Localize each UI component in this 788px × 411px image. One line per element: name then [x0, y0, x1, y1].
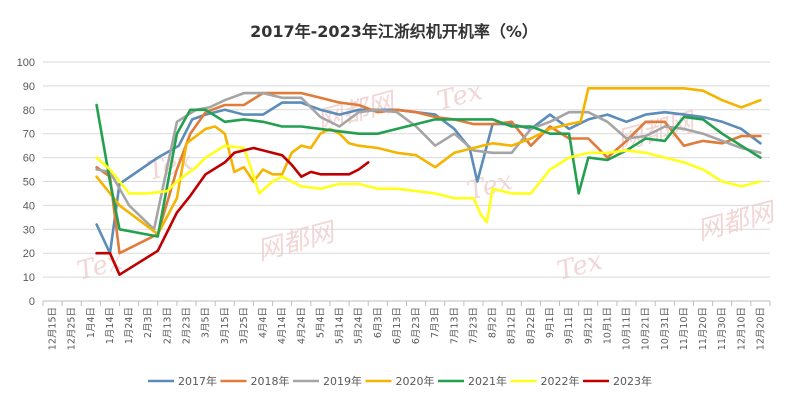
x-tick-label: 10月21日 — [641, 307, 652, 350]
x-tick-label: 10月11日 — [622, 307, 633, 350]
y-tick-label: 20 — [23, 248, 35, 260]
x-tick-label: 9月21日 — [583, 307, 594, 344]
legend-label: 2017年 — [178, 374, 217, 388]
x-tick-label: 9月1日 — [545, 307, 556, 338]
y-tick-label: 30 — [23, 224, 35, 236]
x-tick-label: 7月3日 — [430, 307, 441, 338]
series-line-2021年 — [95, 103, 762, 238]
x-tick-label: 7月13日 — [449, 307, 460, 344]
x-tick-label: 4月24日 — [296, 307, 307, 344]
x-tick-label: 2月13日 — [162, 307, 173, 344]
series-lines — [95, 87, 762, 277]
y-tick-label: 70 — [23, 129, 35, 141]
x-tick-label: 5月14日 — [335, 307, 346, 344]
y-axis: 0 10 20 30 40 50 60 70 80 90 100 — [17, 57, 35, 308]
watermark-logo: 网都网 — [694, 197, 780, 247]
series-line-2023年 — [95, 146, 370, 277]
x-tick-label: 8月12日 — [507, 307, 518, 344]
x-tick-label: 10月1日 — [602, 307, 613, 344]
x-tick-label: 12月20日 — [755, 307, 766, 350]
legend-label: 2023年 — [613, 374, 652, 388]
x-axis: 12月15日 12月25日 1月4日 1月14日 1月24日 2月3日 2月13日 2月23日… — [42, 300, 771, 350]
series-line-2020年 — [95, 87, 762, 236]
y-tick-label: 50 — [23, 177, 35, 189]
x-tick-label: 5月4日 — [315, 307, 326, 338]
x-tick-label: 1月24日 — [124, 307, 135, 344]
x-tick-label: 11月10日 — [679, 307, 690, 350]
x-tick-label: 3月25日 — [239, 307, 250, 344]
x-tick-label: 6月23日 — [411, 307, 422, 344]
x-tick-label: 4月4日 — [258, 307, 269, 338]
y-tick-label: 10 — [23, 272, 35, 284]
gridlines — [43, 61, 770, 302]
x-tick-label: 12月25日 — [67, 307, 78, 350]
x-tick-label: 12月10日 — [736, 307, 747, 350]
x-tick-label: 11月30日 — [717, 307, 728, 350]
legend-label: 2022年 — [541, 374, 580, 388]
legend-label: 2021年 — [468, 374, 507, 388]
y-tick-label: 0 — [29, 296, 35, 308]
x-tick-label: 11月20日 — [698, 307, 709, 350]
watermark-logo: 网都网 — [254, 217, 340, 267]
watermark-logo: Tex — [434, 76, 486, 117]
chart-title: 2017年-2023年江浙织机开机率（%） — [250, 22, 538, 41]
legend-label: 2019年 — [323, 374, 362, 388]
y-tick-label: 40 — [23, 200, 35, 212]
series-line-2019年 — [95, 91, 762, 231]
watermark-logo: Tex — [554, 246, 606, 287]
x-tick-label: 9月11日 — [564, 307, 575, 344]
x-tick-label: 7月23日 — [468, 307, 479, 344]
x-tick-label: 6月13日 — [392, 307, 403, 344]
x-tick-label: 8月22日 — [526, 307, 537, 344]
series-line-2017年 — [95, 101, 762, 255]
x-tick-label: 1月4日 — [86, 307, 97, 338]
x-tick-label: 3月15日 — [220, 307, 231, 344]
legend-label: 2018年 — [251, 374, 290, 388]
legend-label: 2020年 — [396, 374, 435, 388]
x-tick-label: 8月2日 — [488, 307, 499, 338]
x-tick-label: 4月14日 — [277, 307, 288, 344]
x-tick-label: 10月31日 — [660, 307, 671, 350]
series-line-2018年 — [95, 91, 762, 255]
x-tick-label: 12月15日 — [48, 307, 59, 350]
y-tick-label: 90 — [23, 81, 35, 93]
x-tick-label: 1月14日 — [105, 307, 116, 344]
series-line-2022年 — [95, 144, 762, 224]
y-tick-label: 60 — [23, 153, 35, 165]
x-tick-label: 5月24日 — [354, 307, 365, 344]
x-tick-label: 2月3日 — [143, 307, 154, 338]
x-tick-label: 6月3日 — [373, 307, 384, 338]
y-tick-label: 80 — [23, 105, 35, 117]
x-tick-label: 2月23日 — [181, 307, 192, 344]
y-tick-label: 100 — [17, 57, 35, 69]
legend: 2017年 2018年 2019年 2020年 2021年 2022年 2023年 — [148, 374, 652, 388]
x-tick-label: 3月5日 — [201, 307, 212, 338]
